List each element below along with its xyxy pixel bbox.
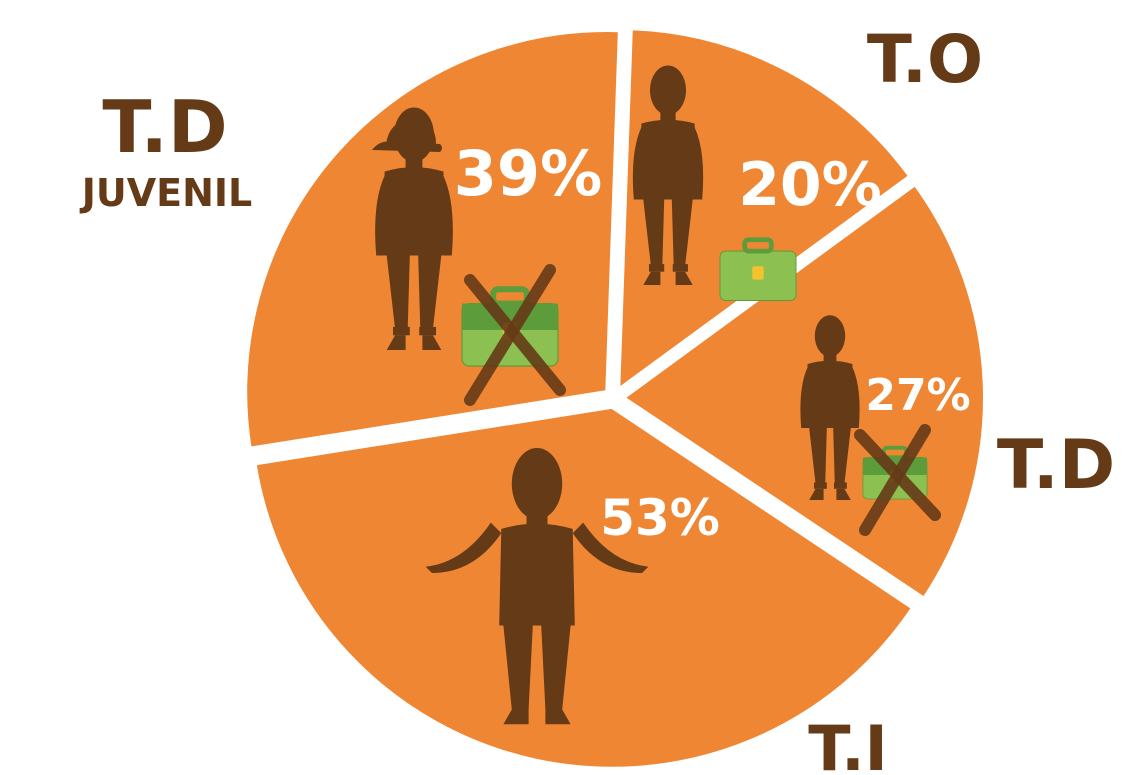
- slice-sublabel-juvenil: JUVENIL: [79, 171, 253, 215]
- cap-icon: [372, 119, 442, 152]
- percent-label-t-o: 20%: [738, 150, 882, 220]
- cross-mark-icon: [464, 264, 566, 406]
- slice-label-t-o: T.O: [867, 21, 983, 98]
- slice-label-t-i: T.I: [808, 712, 888, 775]
- cross-mark-icon: [854, 424, 941, 536]
- percent-label-t-d-juvenil: 39%: [454, 137, 602, 210]
- slice-t-i: [252, 404, 916, 771]
- briefcase-icon: [720, 240, 796, 301]
- percent-label-t-d: 27%: [865, 370, 970, 421]
- percent-label-t-i: 53%: [600, 489, 720, 547]
- slice-label-t-d: T.D: [997, 426, 1115, 505]
- slice-t-o: [616, 26, 914, 395]
- person-silhouette-icon: [425, 448, 649, 725]
- slice-label-t-d-juvenil: T.D: [102, 85, 227, 169]
